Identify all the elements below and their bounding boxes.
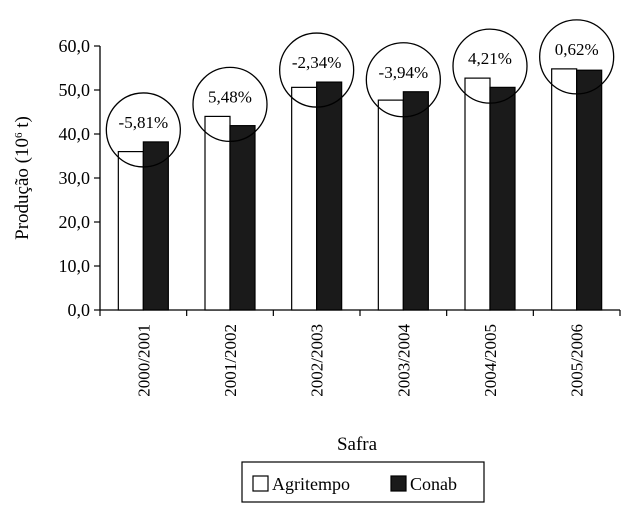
bar-agritempo	[291, 86, 318, 311]
annotation-label: 4,21%	[468, 49, 512, 68]
annotation-label: 0,62%	[555, 40, 599, 59]
annotation-circle	[279, 32, 355, 108]
y-tick-label: 40,0	[59, 124, 91, 144]
bar-agritempo	[464, 77, 491, 311]
annotation-circle	[452, 28, 528, 104]
bar-conab	[316, 81, 343, 311]
legend-swatch-agritempo	[252, 475, 269, 492]
annotation-label: -5,81%	[119, 113, 169, 132]
annotation-circle	[105, 92, 181, 168]
x-category-label: 2003/2004	[394, 324, 413, 397]
bar-agritempo	[117, 151, 144, 311]
y-tick-label: 20,0	[59, 212, 91, 232]
x-category-label: 2004/2005	[481, 324, 500, 397]
annotation-circle	[365, 42, 441, 118]
axes	[99, 46, 620, 311]
legend-label-conab: Conab	[410, 474, 457, 494]
annotations: -5,81% 5,48% -2,34% -3,94% 4,21% 0,62%	[105, 19, 615, 168]
y-axis-title-tail: t)	[12, 116, 33, 132]
y-ticks: 0,0 10,0 20,0 30,0 40,0 50,0 60,0	[59, 36, 100, 320]
x-category-label: 2000/2001	[134, 324, 153, 397]
y-tick-label: 0,0	[68, 300, 91, 320]
legend-label-agritempo: Agritempo	[272, 474, 350, 494]
y-tick-label: 50,0	[59, 80, 91, 100]
annotation-circle	[539, 19, 615, 95]
y-tick-label: 30,0	[59, 168, 91, 188]
x-category-label: 2001/2002	[221, 324, 240, 397]
bar-agritempo	[377, 99, 404, 311]
bar-conab	[229, 125, 256, 311]
y-axis-title: Produção (106 t)	[12, 116, 33, 240]
annotation-label: 5,48%	[208, 87, 252, 106]
annotation-label: -3,94%	[379, 63, 429, 82]
bar-agritempo	[204, 115, 231, 311]
y-tick-label: 10,0	[59, 256, 91, 276]
x-ticks: 2000/2001 2001/2002 2002/2003 2003/2004 2004…	[99, 310, 621, 397]
y-tick-label: 60,0	[59, 36, 91, 56]
x-category-label: 2002/2003	[308, 324, 327, 397]
legend: Agritempo Conab	[241, 461, 485, 503]
x-category-label: 2005/2006	[568, 324, 587, 397]
legend-swatch-conab	[390, 475, 407, 492]
y-axis-title-sup: 6	[13, 132, 25, 138]
bars	[117, 68, 603, 311]
bar-conab	[142, 141, 169, 311]
bar-conab	[576, 69, 603, 311]
y-axis-title-main: Produção (10	[12, 138, 33, 240]
x-axis-title: Safra	[337, 434, 378, 455]
annotation-label: -2,34%	[292, 53, 342, 72]
legend-box	[241, 461, 485, 503]
bar-conab	[489, 86, 516, 311]
bar-conab	[402, 91, 429, 311]
bar-agritempo	[551, 68, 578, 311]
annotation-circle	[192, 66, 268, 143]
